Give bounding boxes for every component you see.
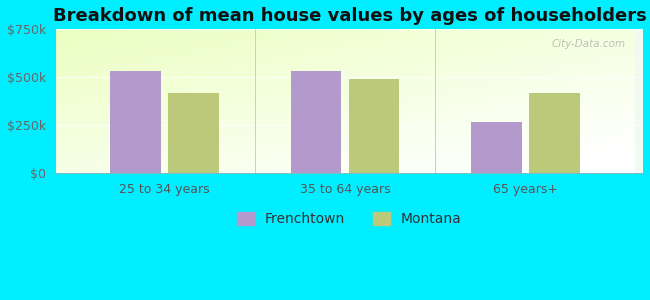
Bar	[529, 94, 580, 173]
Title: Breakdown of mean house values by ages of householders: Breakdown of mean house values by ages o…	[53, 7, 646, 25]
Bar	[471, 122, 522, 173]
Bar	[168, 94, 218, 173]
Bar	[110, 71, 161, 173]
Legend: Frenchtown, Montana: Frenchtown, Montana	[237, 212, 462, 226]
Bar	[348, 79, 399, 173]
Bar	[291, 71, 341, 173]
Text: City-Data.com: City-Data.com	[551, 39, 625, 49]
